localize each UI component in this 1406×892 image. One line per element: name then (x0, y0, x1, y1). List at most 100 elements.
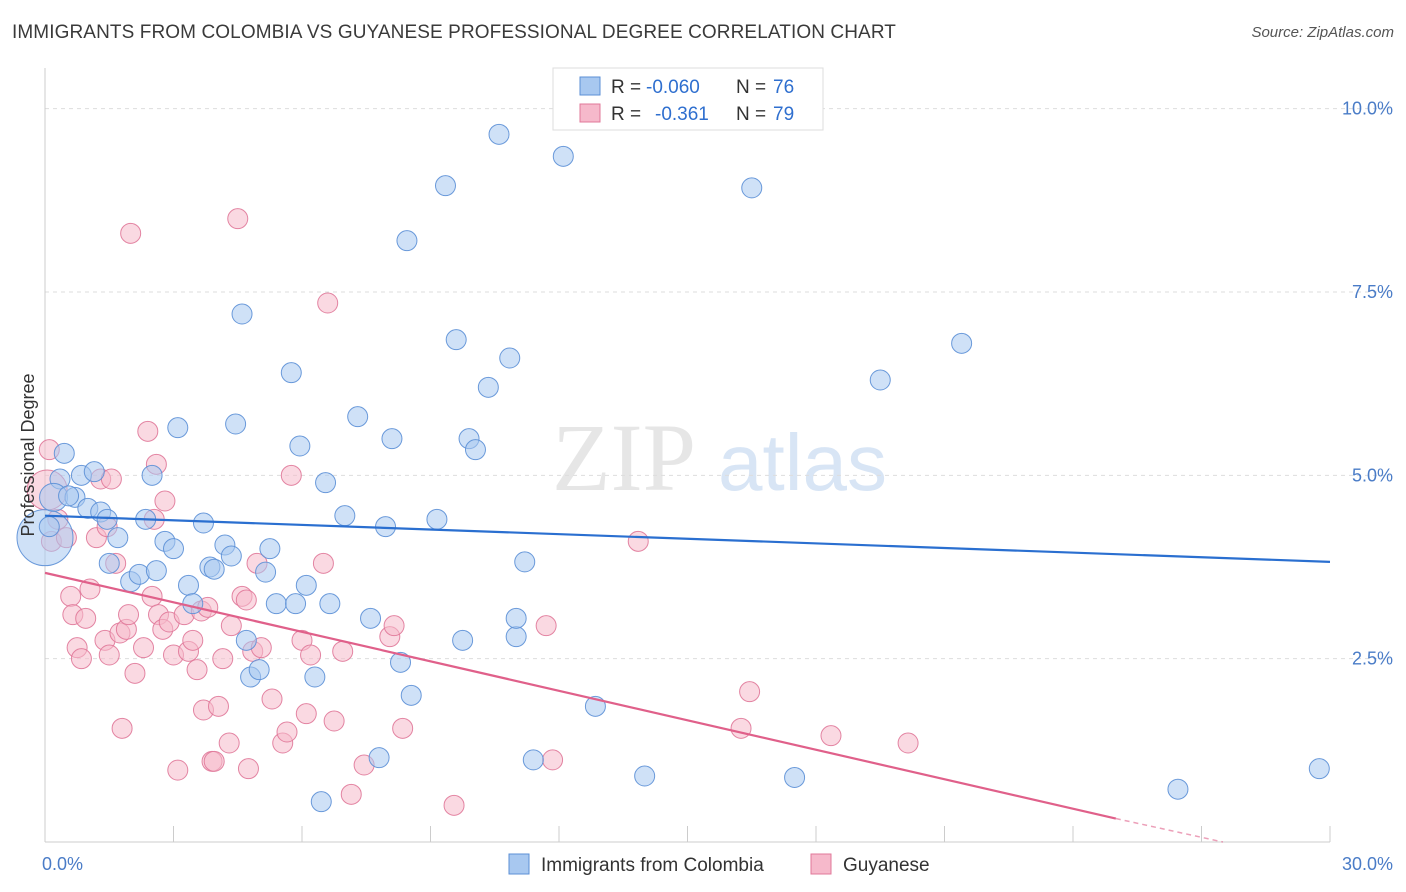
colombia-point-43 (334, 505, 356, 527)
guyanese-point-71 (535, 615, 557, 637)
colombia-point-41 (315, 472, 337, 494)
bottom-label-guyanese: Guyanese (843, 855, 930, 876)
colombia-point-15 (141, 464, 163, 486)
colombia-point-21 (182, 593, 204, 615)
colombia-point-36 (285, 593, 307, 615)
legend-r-label-2: R = (611, 104, 641, 125)
colombia-point-13 (128, 563, 150, 585)
guyanese-point-59 (295, 703, 317, 725)
colombia-point-42 (319, 593, 341, 615)
colombia-point-37 (289, 435, 311, 457)
guyanese-point-61 (312, 552, 334, 574)
guyanese-point-73 (627, 530, 649, 552)
y-tick-label-2: 7.5% (1352, 282, 1393, 302)
watermark-zip: ZIP (552, 404, 696, 511)
guyanese-point-69 (392, 717, 414, 739)
guyanese-point-68 (383, 615, 405, 637)
colombia-point-20 (177, 574, 199, 596)
colombia-point-70 (869, 369, 891, 391)
colombia-point-51 (400, 684, 422, 706)
guyanese-point-46 (220, 615, 242, 637)
legend-swatch-guyanese (579, 103, 601, 123)
watermark-atlas: atlas (718, 418, 887, 507)
colombia-point-19 (167, 417, 189, 439)
legend-r-label-1: R = (611, 77, 641, 98)
colombia-point-67 (634, 765, 656, 787)
guyanese-point-62 (317, 292, 339, 314)
guyanese-point-77 (897, 732, 919, 754)
legend-r-value-2: -0.361 (655, 104, 709, 125)
colombia-point-73 (1308, 758, 1330, 780)
colombia-point-7 (83, 461, 105, 483)
colombia-point-53 (434, 175, 456, 197)
colombia-point-2 (53, 442, 75, 464)
guyanese-point-21 (118, 604, 140, 626)
colombia-point-35 (280, 362, 302, 384)
guyanese-trend-extension (1115, 817, 1224, 843)
guyanese-point-19 (111, 717, 133, 739)
legend-r-value-1: -0.060 (646, 77, 700, 98)
colombia-point-60 (499, 347, 521, 369)
colombia-point-74 (38, 516, 60, 538)
y-tick-label-0: 2.5% (1352, 649, 1393, 669)
colombia-trend-line (44, 514, 1331, 563)
guyanese-point-25 (137, 420, 159, 442)
guyanese-point-45 (218, 732, 240, 754)
colombia-point-22 (192, 512, 214, 534)
guyanese-point-63 (323, 710, 345, 732)
colombia-point-38 (295, 574, 317, 596)
guyanese-point-22 (120, 222, 142, 244)
bottom-label-colombia: Immigrants from Colombia (541, 855, 764, 876)
grid-lines (45, 108, 1390, 660)
colombia-point-9 (96, 508, 118, 530)
trend-lines (44, 514, 1331, 843)
guyanese-point-56 (276, 721, 298, 743)
colombia-point-50 (396, 230, 418, 252)
legend-swatch-colombia (579, 76, 601, 96)
colombia-point-44 (347, 406, 369, 428)
colombia-point-58 (477, 376, 499, 398)
bottom-swatch-guyanese (810, 853, 832, 875)
colombia-point-63 (514, 551, 536, 573)
x-tick-label-0: 0.0% (42, 854, 83, 874)
y-axis-label: Professional Degree (18, 373, 38, 536)
series-legend: Immigrants from Colombia Guyanese (508, 853, 930, 876)
guyanese-point-60 (300, 644, 322, 666)
colombia-point-10 (107, 527, 129, 549)
colombia-point-31 (248, 659, 270, 681)
guyanese-point-78 (203, 750, 225, 772)
legend-n-label-1: N = (736, 77, 766, 98)
guyanese-point-31 (154, 490, 176, 512)
guyanese-point-47 (227, 208, 249, 230)
guyanese-point-23 (124, 662, 146, 684)
colombia-point-16 (145, 560, 167, 582)
x-tick-label-1: 30.0% (1342, 854, 1393, 874)
colombia-point-65 (552, 145, 574, 167)
colombia-point-11 (98, 552, 120, 574)
legend-n-label-2: N = (736, 104, 766, 125)
guyanese-point-44 (212, 648, 234, 670)
guyanese-point-64 (332, 640, 354, 662)
guyanese-point-54 (261, 688, 283, 710)
colombia-point-52 (426, 508, 448, 530)
colombia-point-72 (1167, 778, 1189, 800)
colombia-point-75 (58, 485, 80, 507)
guyanese-point-75 (739, 681, 761, 703)
colombia-point-18 (163, 538, 184, 560)
guyanese-point-74 (730, 717, 752, 739)
colombia-point-49 (390, 651, 412, 673)
guyanese-trend-line (44, 571, 1117, 820)
source-label: Source: ZipAtlas.com (1251, 24, 1394, 41)
y-tick-label-1: 5.0% (1352, 465, 1393, 485)
legend-n-value-2: 79 (773, 104, 794, 125)
colombia-point-54 (445, 329, 467, 351)
legend-n-value-1: 76 (773, 77, 794, 98)
colombia-point-34 (265, 593, 287, 615)
guyanese-point-76 (820, 725, 842, 747)
colombia-point-33 (259, 538, 281, 560)
guyanese-point-38 (186, 659, 208, 681)
guyanese-point-8 (70, 648, 92, 670)
guyanese-point-57 (280, 464, 302, 486)
guyanese-point-49 (235, 589, 257, 611)
